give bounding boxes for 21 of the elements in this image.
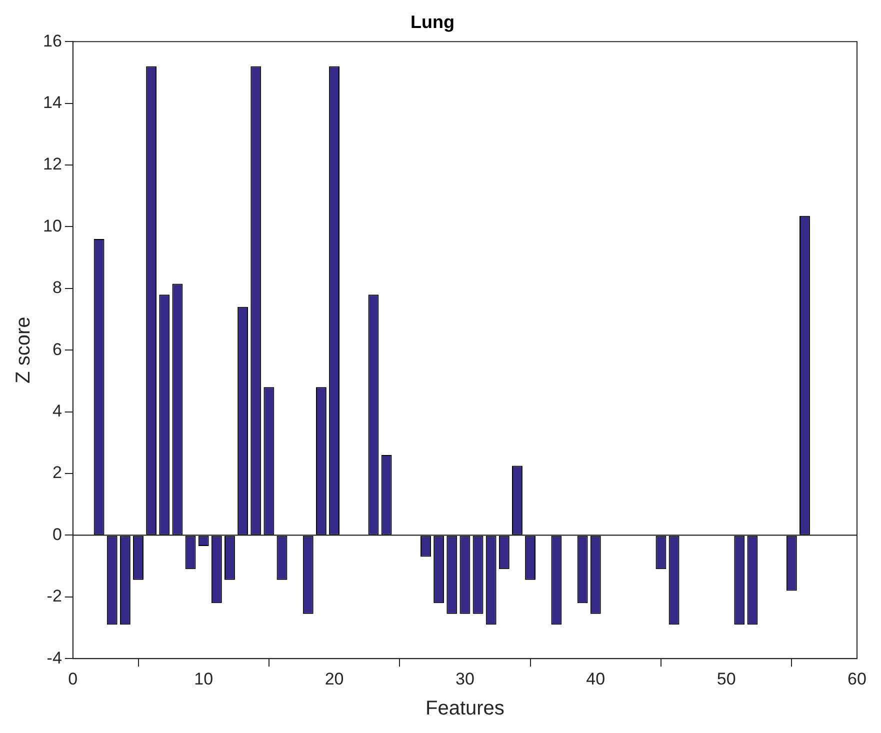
y-tick-label: 16 — [42, 31, 62, 50]
y-tick-label: 8 — [52, 278, 62, 298]
x-tick-label: 50 — [716, 669, 736, 688]
y-tick-label: 14 — [42, 92, 62, 112]
y-tick-label: 2 — [52, 463, 62, 482]
y-tick-label: -4 — [46, 648, 62, 668]
y-axis-title: Z score — [12, 316, 35, 384]
x-tick-label: 10 — [194, 669, 214, 688]
x-axis-title: Features — [425, 698, 504, 720]
y-tick-label: -2 — [46, 586, 62, 606]
y-tick-label: 12 — [42, 154, 62, 174]
y-tick-label: 0 — [52, 524, 62, 544]
x-tick-label: 20 — [324, 669, 344, 688]
chart-title: Lung — [410, 12, 454, 32]
y-tick-label: 10 — [42, 216, 62, 236]
x-tick-label: 60 — [848, 669, 866, 688]
y-tick-label: 4 — [52, 401, 62, 420]
x-tick-label: 30 — [455, 669, 474, 688]
y-tick-label: 6 — [52, 340, 62, 359]
x-tick-label: 40 — [586, 669, 606, 688]
x-tick-label: 0 — [68, 669, 78, 688]
